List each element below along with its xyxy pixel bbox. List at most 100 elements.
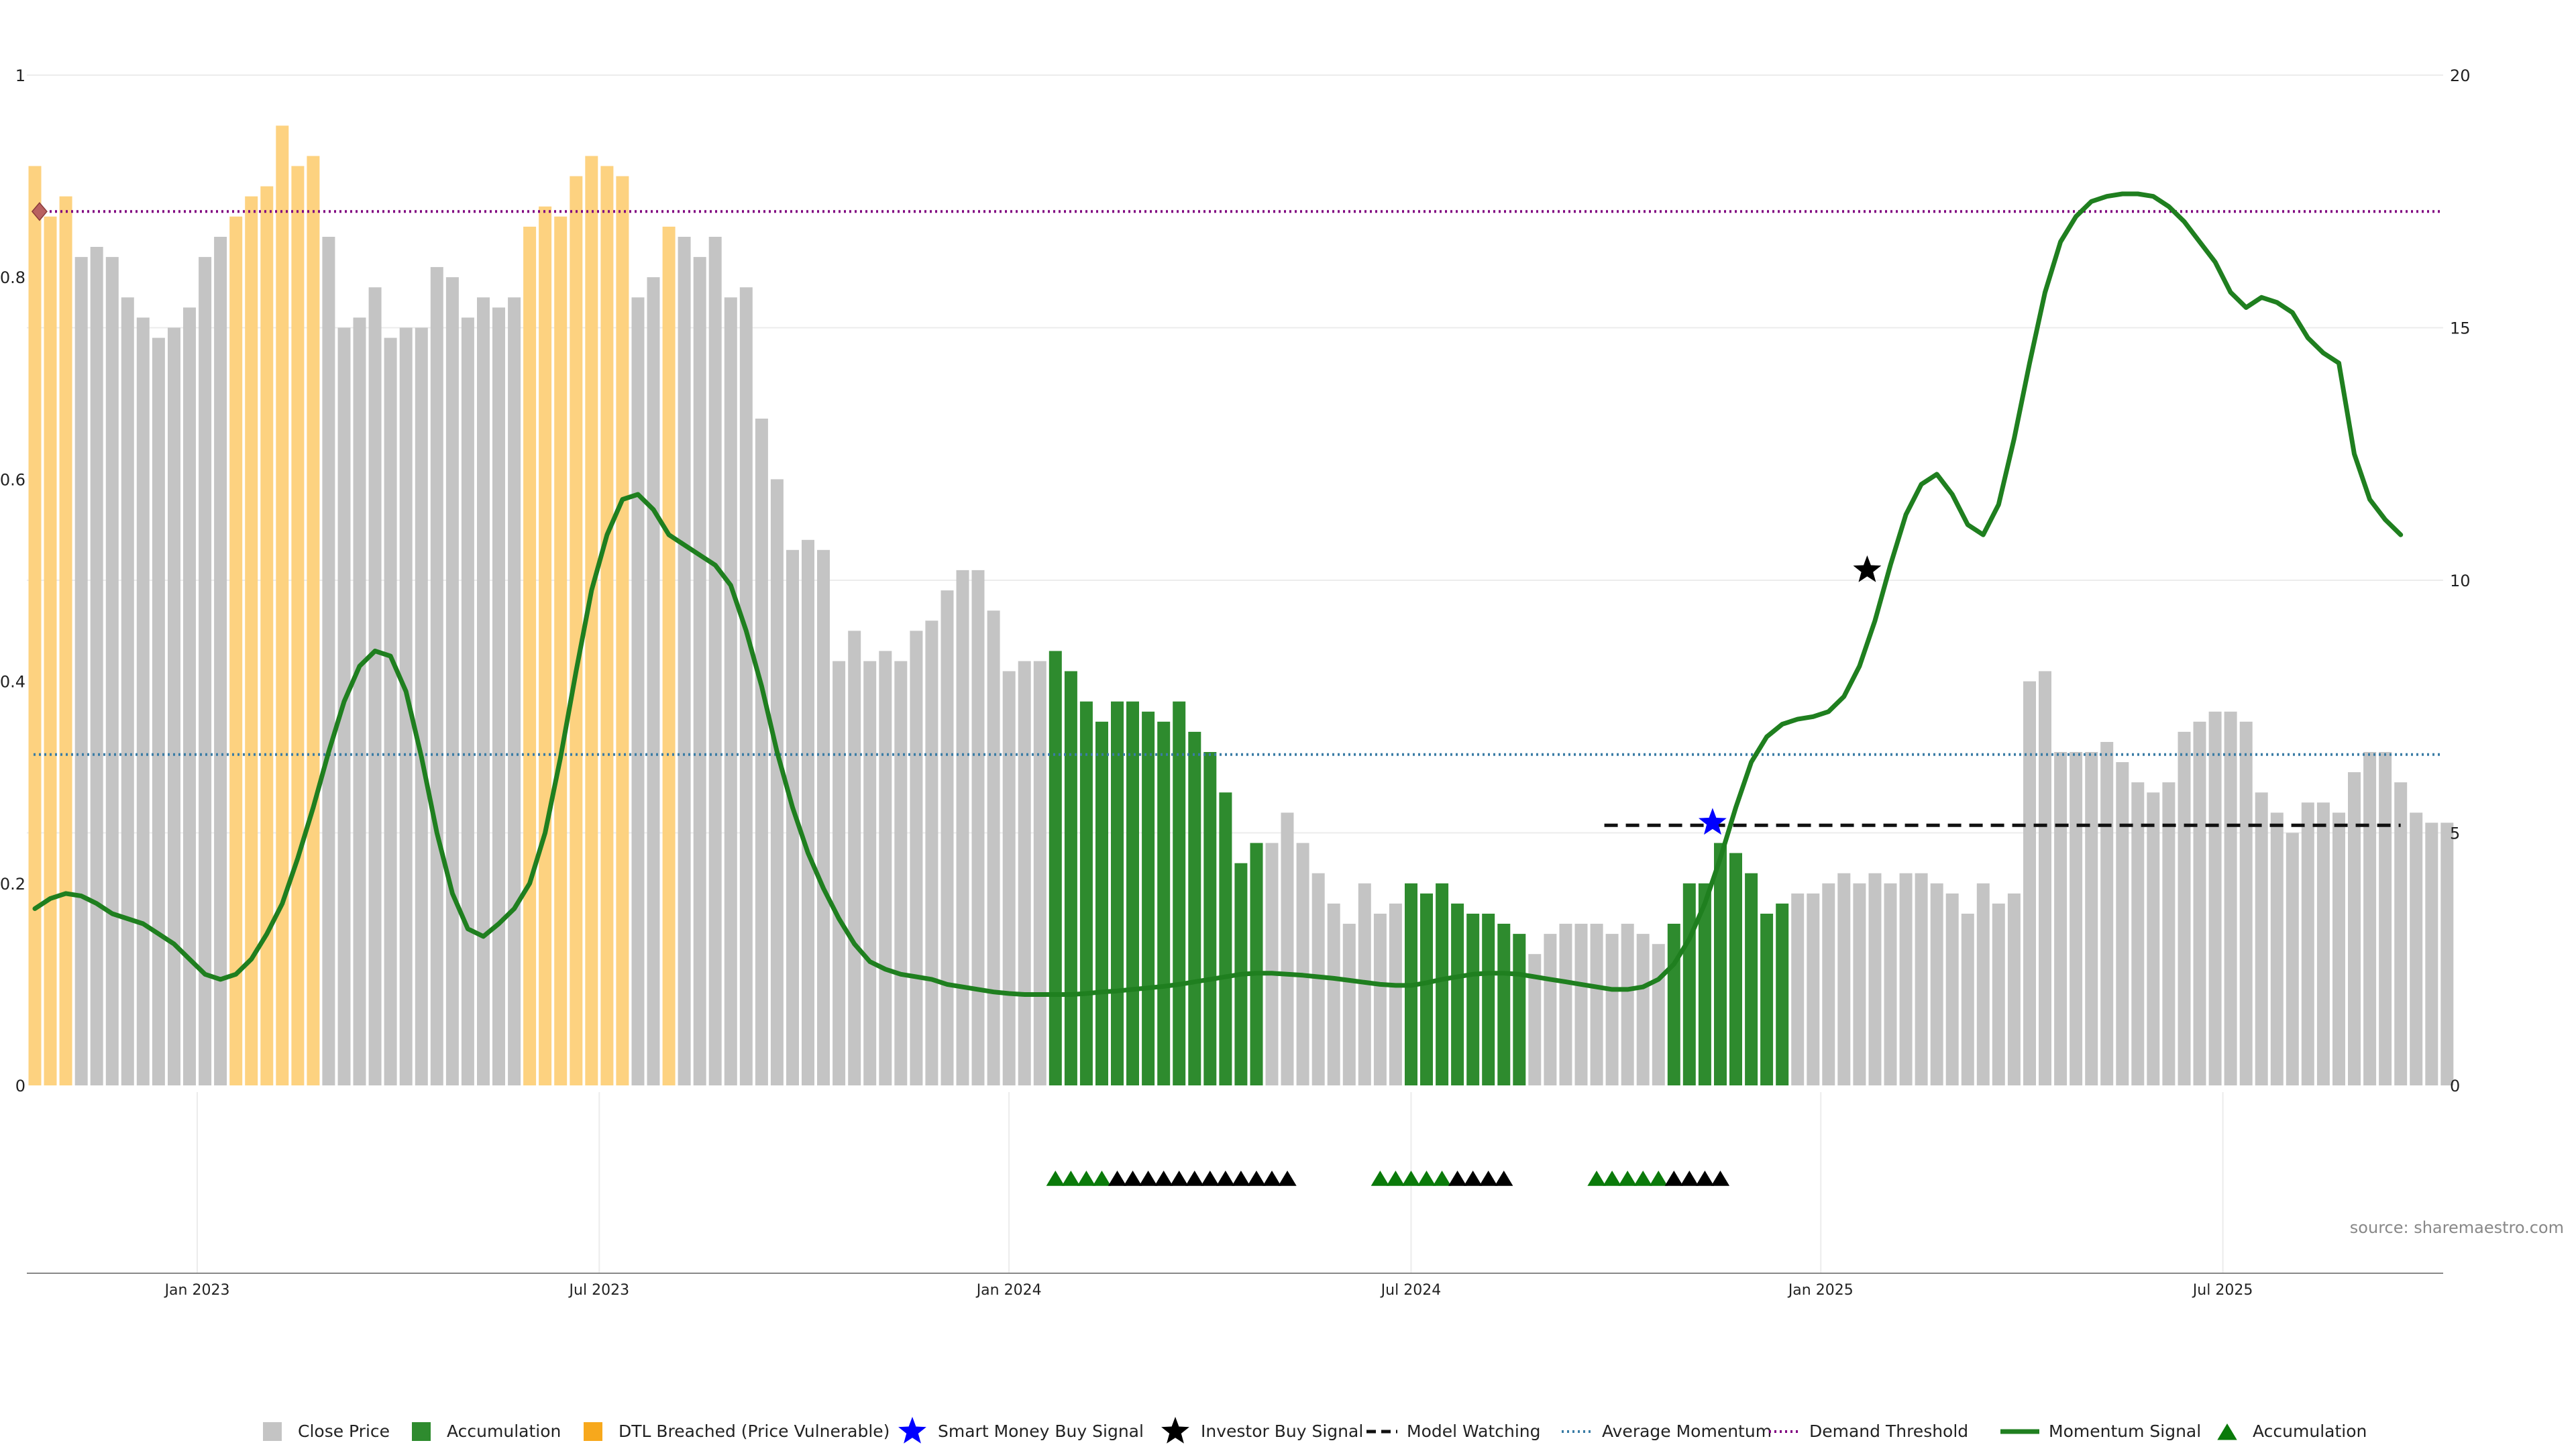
accumulation-triangle [1386, 1171, 1405, 1186]
bar-accumulation [1126, 701, 1139, 1085]
momentum-signal-line [32, 191, 2404, 997]
investor-triangle [1155, 1171, 1173, 1186]
bar-dtl [585, 156, 598, 1085]
bar-accumulation [1714, 843, 1727, 1085]
bar-close [817, 549, 830, 1085]
bar-accumulation [1513, 934, 1526, 1085]
smart-money-buy-star [1699, 808, 1727, 835]
bar-close [1791, 893, 1805, 1085]
bar-accumulation [1420, 893, 1433, 1085]
bar-close [2286, 833, 2299, 1085]
bar-close [353, 317, 366, 1085]
investor-triangle [1495, 1171, 1513, 1186]
bar-close [925, 621, 938, 1085]
accumulation-triangle [1618, 1171, 1637, 1186]
investor-triangle [1123, 1171, 1142, 1186]
bar-close [770, 479, 784, 1085]
bar-close [2131, 782, 2145, 1085]
demand-threshold-marker [31, 202, 48, 221]
x-tick-label: Jul 2025 [2192, 1282, 2253, 1299]
investor-triangle [1664, 1171, 1683, 1186]
bar-accumulation [1157, 721, 1171, 1085]
bar-accumulation [1250, 843, 1263, 1085]
bar-close [1265, 843, 1279, 1085]
axes: Jan 2023 Jul 2023 Jan 2024 Jul 2024 Jan 2025… [0, 66, 2471, 1299]
bar-close [1853, 883, 1866, 1085]
bar-close [708, 237, 722, 1085]
bar-close [2440, 822, 2454, 1085]
bar-dtl [28, 166, 42, 1085]
x-tick-label: Jan 2025 [1787, 1282, 1854, 1299]
investor-triangle [1278, 1171, 1297, 1186]
legend-label: Momentum Signal [2049, 1421, 2201, 1441]
accumulation-triangle [1077, 1171, 1096, 1186]
legend: Close Price Accumulation DTL Breached (Pri… [263, 1417, 2367, 1444]
bar-close [430, 267, 443, 1086]
bar-close [1389, 903, 1402, 1085]
bar-close [1915, 873, 1928, 1085]
bar-close [1930, 883, 1943, 1085]
indicator-lines [32, 191, 2443, 997]
bar-close [1822, 883, 1835, 1085]
bar-accumulation [1760, 914, 1774, 1085]
bar-dtl [245, 196, 258, 1086]
bar-dtl [44, 216, 57, 1085]
legend-item: Smart Money Buy Signal [898, 1417, 1144, 1444]
legend-triangle-icon [2217, 1424, 2237, 1440]
legend-star-icon [898, 1417, 926, 1444]
bar-close [2270, 812, 2284, 1085]
investor-triangle [1170, 1171, 1189, 1186]
bar-close [2332, 812, 2345, 1085]
bar-close [2379, 752, 2392, 1085]
bar-close [2239, 721, 2253, 1085]
bar-close [631, 297, 645, 1085]
bar-close [802, 539, 814, 1085]
accumulation-triangle [1603, 1171, 1621, 1186]
bar-close [833, 661, 846, 1085]
bar-dtl [662, 226, 676, 1085]
bar-close [477, 297, 490, 1085]
bar-accumulation [1188, 731, 1201, 1085]
bar-dtl [570, 176, 583, 1086]
bar-accumulation [1466, 914, 1480, 1085]
legend-star-icon [1161, 1417, 1189, 1444]
bar-close [415, 327, 428, 1085]
bar-close [1033, 661, 1046, 1085]
bar-close [1342, 924, 1356, 1085]
bar-dtl [291, 166, 305, 1085]
bar-close [2116, 762, 2129, 1085]
accumulation-triangle [1417, 1171, 1436, 1186]
x-tick-label: Jul 2023 [568, 1282, 630, 1299]
bar-close [2070, 752, 2083, 1085]
legend-label: Demand Threshold [1809, 1421, 1968, 1441]
bar-close [647, 277, 660, 1086]
bar-close [214, 237, 227, 1085]
investor-triangle [1185, 1171, 1204, 1186]
bar-close [1559, 924, 1572, 1085]
bar-close [183, 307, 196, 1085]
bar-close [1281, 812, 1294, 1085]
investor-triangle [1232, 1171, 1250, 1186]
bar-dtl [229, 216, 243, 1085]
signal-markers [31, 202, 1882, 1186]
bar-close [1296, 843, 1309, 1085]
bar-accumulation [1497, 924, 1511, 1085]
investor-buy-star [1853, 555, 1882, 582]
investor-triangle [1448, 1171, 1467, 1186]
bar-close [90, 247, 103, 1085]
right-tick-label: 0 [2450, 1077, 2460, 1095]
legend-item: Average Momentum [1562, 1421, 1772, 1441]
investor-triangle [1138, 1171, 1158, 1186]
legend-label: Model Watching [1407, 1421, 1541, 1441]
bar-accumulation [1142, 711, 1155, 1085]
bar-accumulation [1064, 671, 1077, 1085]
bar-close [1373, 914, 1387, 1085]
legend-item: Accumulation [2217, 1421, 2367, 1441]
investor-triangle [1247, 1171, 1266, 1186]
investor-triangle [1711, 1171, 1730, 1186]
bar-close [2178, 731, 2191, 1085]
bar-close [445, 277, 459, 1086]
legend-item: Model Watching [1366, 1421, 1541, 1441]
bar-close [1636, 934, 1650, 1085]
price-bars [28, 125, 2454, 1086]
